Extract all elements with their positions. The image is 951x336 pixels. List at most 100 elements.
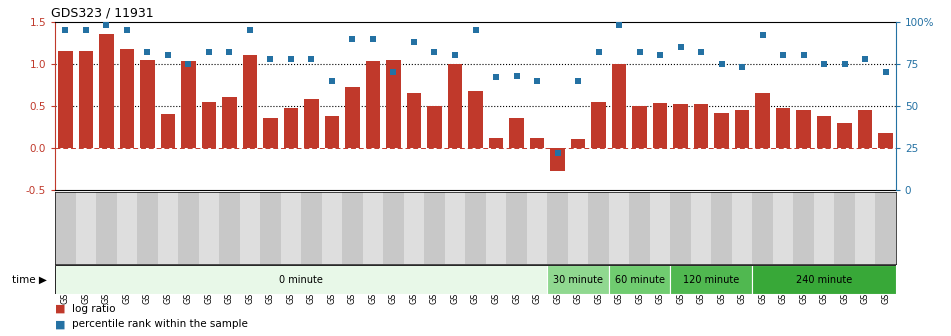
Bar xyxy=(752,192,773,264)
Point xyxy=(468,28,483,33)
Point xyxy=(406,39,421,45)
Bar xyxy=(489,138,503,148)
Bar xyxy=(240,192,261,264)
Bar xyxy=(673,104,688,148)
Point xyxy=(755,33,770,38)
Bar xyxy=(324,116,340,148)
Point xyxy=(78,28,93,33)
Point xyxy=(386,70,401,75)
Bar xyxy=(814,192,834,264)
Point xyxy=(858,56,873,61)
Bar xyxy=(386,60,401,148)
Bar xyxy=(120,49,134,148)
Bar xyxy=(161,114,175,148)
Point xyxy=(837,61,852,67)
Bar xyxy=(223,97,237,148)
Bar xyxy=(383,192,404,264)
Text: percentile rank within the sample: percentile rank within the sample xyxy=(72,319,248,329)
Bar xyxy=(55,192,76,264)
Bar xyxy=(468,91,483,148)
Bar xyxy=(547,192,568,264)
Text: log ratio: log ratio xyxy=(72,304,116,314)
Bar xyxy=(506,192,527,264)
Bar xyxy=(407,93,421,148)
Bar xyxy=(530,138,544,148)
Bar xyxy=(58,51,73,148)
Point xyxy=(365,36,380,41)
Text: GDS323 / 11931: GDS323 / 11931 xyxy=(51,6,153,19)
Text: ■: ■ xyxy=(55,319,66,329)
Text: 0 minute: 0 minute xyxy=(280,275,323,285)
Bar xyxy=(714,113,728,148)
Bar xyxy=(632,106,647,148)
Bar xyxy=(527,192,547,264)
Bar xyxy=(424,192,445,264)
Text: time ▶: time ▶ xyxy=(12,275,48,285)
Bar xyxy=(670,265,752,294)
Bar xyxy=(342,192,362,264)
Point xyxy=(878,70,893,75)
Bar xyxy=(589,192,609,264)
Text: 30 minute: 30 minute xyxy=(553,275,603,285)
Bar xyxy=(875,192,896,264)
Point xyxy=(611,23,627,28)
Text: 120 minute: 120 minute xyxy=(683,275,740,285)
Point xyxy=(631,49,647,55)
Point xyxy=(509,73,524,78)
Bar xyxy=(263,119,278,148)
Bar xyxy=(178,192,199,264)
Bar xyxy=(448,64,462,148)
Bar xyxy=(630,192,650,264)
Point xyxy=(181,61,196,67)
Bar xyxy=(304,99,319,148)
Point xyxy=(58,28,73,33)
Point xyxy=(817,61,832,67)
Point xyxy=(161,53,176,58)
Bar xyxy=(202,102,216,148)
Bar xyxy=(817,116,831,148)
Bar xyxy=(568,192,589,264)
Bar xyxy=(362,192,383,264)
Bar xyxy=(281,192,301,264)
Bar xyxy=(55,265,547,294)
Point xyxy=(775,53,790,58)
Bar xyxy=(670,192,690,264)
Point xyxy=(119,28,134,33)
Point xyxy=(591,49,606,55)
Bar xyxy=(283,108,299,148)
Bar xyxy=(509,119,524,148)
Bar xyxy=(321,192,342,264)
Bar xyxy=(650,192,670,264)
Point xyxy=(262,56,278,61)
Point xyxy=(734,65,749,70)
Bar xyxy=(117,192,137,264)
Point xyxy=(283,56,299,61)
Bar xyxy=(261,192,281,264)
Point xyxy=(530,78,545,83)
Bar xyxy=(755,93,770,148)
Point xyxy=(652,53,668,58)
Bar xyxy=(837,123,852,148)
Bar xyxy=(76,192,96,264)
Point xyxy=(427,49,442,55)
Bar xyxy=(735,110,749,148)
Bar xyxy=(550,148,565,171)
Text: 60 minute: 60 minute xyxy=(614,275,665,285)
Bar xyxy=(365,61,380,148)
Point xyxy=(796,53,811,58)
Bar xyxy=(427,106,442,148)
Bar xyxy=(158,192,178,264)
Bar xyxy=(571,139,586,148)
Bar xyxy=(592,102,606,148)
Point xyxy=(571,78,586,83)
Point xyxy=(447,53,462,58)
Bar xyxy=(181,61,196,148)
Point xyxy=(140,49,155,55)
Bar xyxy=(855,192,875,264)
Bar xyxy=(445,192,465,264)
Bar xyxy=(199,192,219,264)
Point xyxy=(489,75,504,80)
Bar xyxy=(611,64,627,148)
Bar xyxy=(711,192,732,264)
Bar xyxy=(140,60,155,148)
